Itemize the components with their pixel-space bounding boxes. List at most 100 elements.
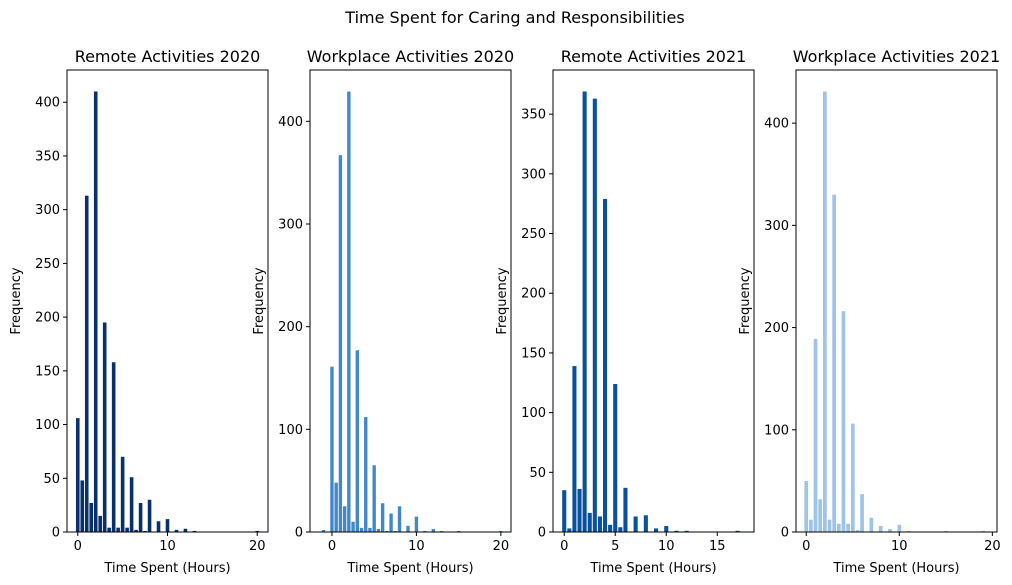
y-axis-label: Frequency xyxy=(738,267,753,334)
bar xyxy=(364,417,368,532)
bar xyxy=(735,530,740,532)
bar xyxy=(129,477,134,532)
y-tick-label: 400 xyxy=(278,115,303,130)
x-tick-label: 0 xyxy=(74,539,82,554)
bar xyxy=(822,91,827,532)
bar xyxy=(499,530,503,532)
y-axis-label: Frequency xyxy=(9,267,24,334)
y-tick-label: 400 xyxy=(35,96,60,111)
x-tick-label: 20 xyxy=(249,539,266,554)
bar xyxy=(414,516,419,532)
bar xyxy=(623,487,628,532)
y-tick-label: 150 xyxy=(35,364,60,379)
bar xyxy=(111,362,116,532)
bar xyxy=(351,521,355,532)
bar xyxy=(836,523,841,532)
bar xyxy=(613,383,618,532)
bar xyxy=(321,529,326,532)
bar xyxy=(602,198,608,532)
bar xyxy=(654,528,659,532)
x-tick-label: 5 xyxy=(611,539,619,554)
bar xyxy=(116,527,120,532)
x-tick-label: 10 xyxy=(658,539,675,554)
subplot-title: Remote Activities 2021 xyxy=(561,47,747,66)
x-tick-label: 15 xyxy=(709,539,726,554)
bar xyxy=(587,512,592,532)
bar xyxy=(813,338,818,532)
x-axis-label: Time Spent (Hours) xyxy=(346,561,473,576)
x-tick-label: 0 xyxy=(328,539,336,554)
bar xyxy=(380,503,385,532)
bar xyxy=(943,530,948,532)
bar xyxy=(423,530,427,532)
bar xyxy=(804,480,809,532)
bar xyxy=(338,155,343,533)
bar xyxy=(846,523,850,532)
y-tick-label: 0 xyxy=(295,526,303,541)
y-tick-label: 50 xyxy=(43,472,60,487)
subplot-title: Workplace Activities 2021 xyxy=(793,47,1000,66)
bar xyxy=(572,366,577,532)
y-tick-label: 100 xyxy=(521,406,546,421)
bar xyxy=(878,525,883,532)
bar xyxy=(347,91,351,532)
bar xyxy=(147,499,152,532)
bar xyxy=(165,519,170,532)
y-tick-label: 50 xyxy=(529,466,546,481)
bar xyxy=(359,527,364,532)
bar xyxy=(818,499,823,532)
bar xyxy=(355,350,359,532)
bar xyxy=(456,530,461,532)
bar xyxy=(981,530,985,532)
y-tick-label: 350 xyxy=(35,149,60,164)
y-tick-label: 250 xyxy=(521,227,546,242)
bar xyxy=(93,91,98,532)
x-axis-label: Time Spent (Hours) xyxy=(589,561,716,576)
x-tick-label: 10 xyxy=(408,539,425,554)
y-tick-label: 100 xyxy=(278,423,303,438)
y-tick-label: 200 xyxy=(278,320,303,335)
bar xyxy=(84,195,89,532)
bar xyxy=(80,480,85,532)
bar xyxy=(809,519,813,532)
y-tick-label: 300 xyxy=(521,167,546,182)
x-axis-label: Time Spent (Hours) xyxy=(832,561,959,576)
bar xyxy=(855,529,860,532)
bar xyxy=(827,519,832,532)
bar xyxy=(406,525,410,532)
bar xyxy=(850,423,855,532)
bar xyxy=(869,517,874,532)
x-axis-label: Time Spent (Hours) xyxy=(103,561,230,576)
y-tick-label: 200 xyxy=(35,311,60,326)
suptitle: Time Spent for Caring and Responsibiliti… xyxy=(344,8,684,27)
bar xyxy=(107,527,111,532)
bar xyxy=(342,506,347,532)
bar xyxy=(389,513,393,532)
y-tick-label: 200 xyxy=(521,287,546,302)
axes-frame xyxy=(795,69,998,533)
bar xyxy=(664,526,669,532)
bar xyxy=(906,530,911,532)
bar xyxy=(397,506,402,532)
bar xyxy=(372,465,376,532)
bar xyxy=(597,516,602,532)
subplot-title: Remote Activities 2020 xyxy=(75,47,261,66)
bar xyxy=(577,489,582,532)
bar xyxy=(255,530,260,532)
y-tick-label: 350 xyxy=(521,108,546,123)
bar xyxy=(440,530,444,532)
bar xyxy=(832,194,837,533)
subplot-title: Workplace Activities 2020 xyxy=(307,47,514,66)
bar xyxy=(567,528,572,532)
bar xyxy=(330,366,334,532)
axes-frame xyxy=(309,69,512,533)
bar xyxy=(334,482,338,532)
y-tick-label: 250 xyxy=(35,257,60,272)
y-tick-label: 300 xyxy=(35,203,60,218)
y-tick-label: 0 xyxy=(52,526,60,541)
